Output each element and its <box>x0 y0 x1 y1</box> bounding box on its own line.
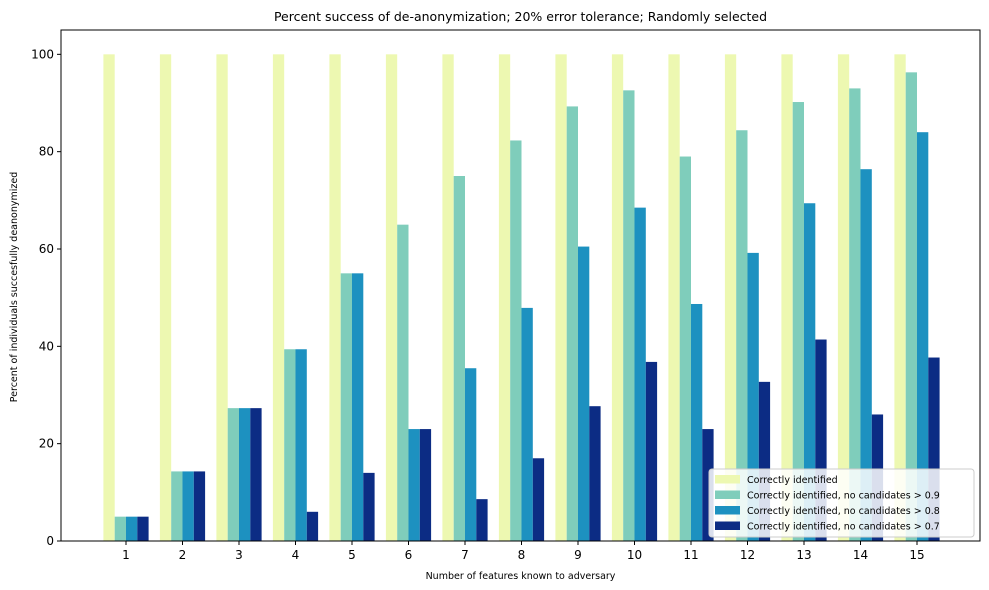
bar-series3-2 <box>182 471 194 541</box>
bar-series3-7 <box>465 368 477 541</box>
x-tick-label: 15 <box>909 548 924 562</box>
bar-series4-12 <box>758 381 771 541</box>
bar-series1-10 <box>611 54 624 541</box>
bar-series4-6 <box>419 429 432 541</box>
bar-series1-2 <box>159 54 172 541</box>
bar-series2-8 <box>510 140 522 541</box>
bar-series4-9 <box>589 406 601 541</box>
y-tick-label: 0 <box>46 534 54 548</box>
x-tick-label: 5 <box>348 548 356 562</box>
x-tick-label: 4 <box>292 548 300 562</box>
bar-series4-7 <box>476 499 488 541</box>
x-tick-label: 12 <box>740 548 755 562</box>
legend-box <box>708 468 975 538</box>
legend-label: Correctly identified, no candidates > 0.… <box>747 522 940 533</box>
bar-series1-14 <box>837 54 850 541</box>
legend-label: Correctly identified, no candidates > 0.… <box>747 491 940 502</box>
bar-series1-15 <box>894 54 906 541</box>
bar-series3-8 <box>521 307 533 541</box>
y-tick-label: 40 <box>39 339 54 353</box>
legend-swatch <box>715 490 740 499</box>
bar-series3-9 <box>578 246 590 541</box>
bar-series2-10 <box>623 90 635 541</box>
bar-series1-5 <box>329 54 341 541</box>
bar-series4-4 <box>306 511 319 541</box>
bar-series4-10 <box>645 361 658 541</box>
bar-series2-12 <box>736 130 748 541</box>
bar-series4-11 <box>702 429 714 541</box>
x-tick-label: 7 <box>461 548 469 562</box>
bar-series2-5 <box>340 273 352 541</box>
bar-series4-1 <box>137 516 149 541</box>
bar-series2-9 <box>566 106 578 541</box>
x-tick-label: 6 <box>405 548 413 562</box>
bar-series2-1 <box>114 516 126 541</box>
bar-series2-2 <box>171 471 183 541</box>
bar-series2-15 <box>905 72 917 541</box>
bar-series2-3 <box>227 408 239 541</box>
bar-series1-3 <box>216 54 228 541</box>
bar-series4-5 <box>363 472 375 541</box>
bar-series2-7 <box>453 176 465 541</box>
bar-series4-15 <box>928 357 940 541</box>
bar-series1-6 <box>385 54 398 541</box>
legend-swatch <box>715 521 740 530</box>
bar-series3-5 <box>352 273 364 541</box>
y-axis-ticks: 0 20 40 60 80 100 <box>31 47 61 548</box>
bar-series1-8 <box>498 54 511 541</box>
bar-series3-12 <box>747 252 759 541</box>
bar-series1-12 <box>724 54 737 541</box>
bar-series3-15 <box>917 132 929 541</box>
bar-series3-3 <box>239 408 251 541</box>
x-tick-label: 9 <box>574 548 582 562</box>
legend-swatch <box>715 506 740 515</box>
x-tick-label: 13 <box>796 548 811 562</box>
bar-series1-4 <box>272 54 285 541</box>
bar-series4-2 <box>193 471 206 541</box>
plot-frame <box>60 29 981 542</box>
bar-series3-1 <box>126 516 138 541</box>
y-axis-label: Percent of individuals succesfully deano… <box>9 172 20 402</box>
x-tick-label: 1 <box>122 548 130 562</box>
legend-label: Correctly identified, no candidates > 0.… <box>747 506 940 517</box>
bar-series2-4 <box>284 349 296 541</box>
bar-series1-11 <box>668 54 680 541</box>
x-tick-label: 2 <box>179 548 187 562</box>
bar-series1-13 <box>781 54 793 541</box>
bar-series3-4 <box>295 349 307 541</box>
bar-series3-13 <box>804 203 816 541</box>
x-tick-label: 10 <box>627 548 642 562</box>
bar-series2-11 <box>679 156 691 541</box>
bar-series3-6 <box>408 429 420 541</box>
legend-swatch <box>715 475 740 484</box>
y-tick-label: 80 <box>39 145 54 159</box>
legend-label: Correctly identified <box>747 475 838 486</box>
x-tick-label: 8 <box>518 548 526 562</box>
bar-series4-8 <box>532 458 545 541</box>
bar-series3-14 <box>860 169 872 541</box>
y-tick-label: 20 <box>39 437 54 451</box>
bar-series2-13 <box>792 102 804 541</box>
x-axis-label: Number of features known to adversary <box>426 571 616 582</box>
chart-title: Percent success of de-anonymization; 20%… <box>274 9 767 24</box>
bars-group <box>103 54 940 542</box>
bar-series1-9 <box>555 54 567 541</box>
x-tick-label: 14 <box>853 548 868 562</box>
x-tick-label: 3 <box>235 548 243 562</box>
bar-series3-10 <box>634 207 646 541</box>
bar-series4-13 <box>815 339 827 541</box>
bar-series1-1 <box>103 54 115 541</box>
legend: Correctly identified Correctly identified… <box>708 468 975 538</box>
bar-series1-7 <box>442 54 454 541</box>
bar-series3-11 <box>691 303 703 541</box>
bar-series2-14 <box>849 88 861 542</box>
y-tick-label: 100 <box>31 47 54 61</box>
bar-series2-6 <box>397 224 409 542</box>
y-tick-label: 60 <box>39 242 54 256</box>
bar-series4-3 <box>250 408 262 541</box>
x-tick-label: 11 <box>683 548 698 562</box>
x-axis-ticks: 1 2 3 4 5 6 7 8 9 10 11 12 13 14 15 <box>122 541 925 562</box>
